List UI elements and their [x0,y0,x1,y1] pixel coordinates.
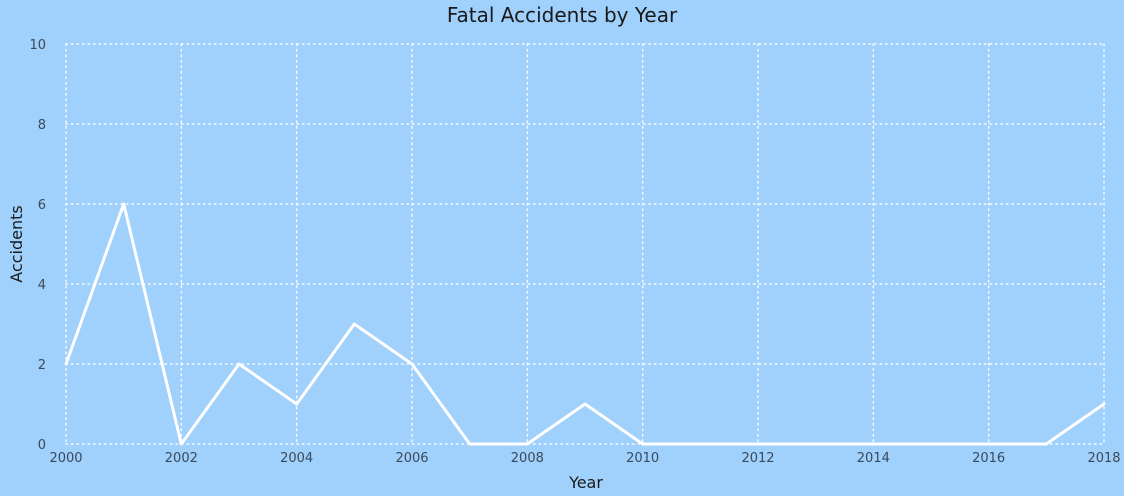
y-axis-label: Accidents [7,205,26,282]
y-tick-label: 4 [38,278,46,293]
grid [65,43,1105,445]
x-tick-label: 2008 [511,451,544,466]
chart-title: Fatal Accidents by Year [447,3,678,27]
x-tick-label: 2004 [280,451,313,466]
x-tick-label: 2018 [1087,451,1120,466]
y-axis-ticks: 0 2 4 6 8 10 [29,38,46,453]
series-layer [64,202,1106,446]
x-tick-label: 2000 [49,451,82,466]
y-tick-label: 2 [38,358,46,373]
x-tick-label: 2010 [626,451,659,466]
series-line-0 [64,202,1106,446]
y-tick-label: 10 [29,38,46,53]
x-axis-label: Year [568,473,603,492]
x-axis-ticks: 2000 2002 2004 2006 2008 2010 2012 2014 2016 2018 [49,451,1120,466]
x-tick-label: 2012 [741,451,774,466]
x-tick-label: 2016 [972,451,1005,466]
y-tick-label: 0 [38,438,46,453]
y-tick-label: 8 [38,118,46,133]
x-tick-label: 2006 [395,451,428,466]
x-tick-label: 2014 [857,451,890,466]
y-tick-label: 6 [38,198,46,213]
x-tick-label: 2002 [165,451,198,466]
